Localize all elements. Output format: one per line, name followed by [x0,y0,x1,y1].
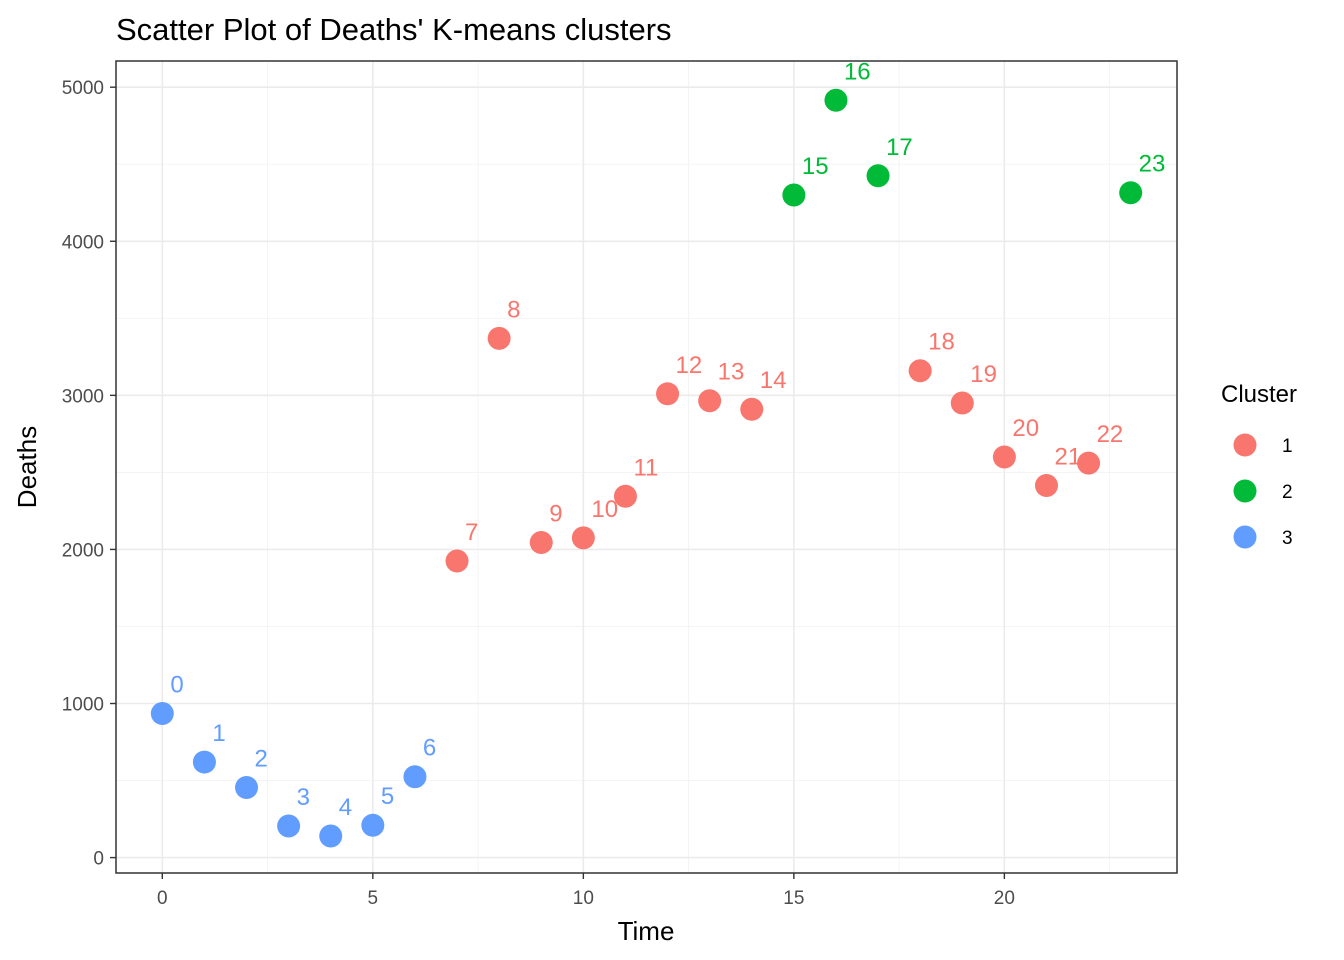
legend-label: 1 [1282,436,1293,457]
data-point-label: 7 [465,519,478,546]
x-tick-label: 15 [783,888,804,909]
legend: Cluster 1 2 3 [1221,381,1297,549]
data-point [150,702,174,726]
y-tick-label: 2000 [62,540,104,561]
x-tick-label: 20 [994,888,1015,909]
legend-label: 3 [1282,528,1293,549]
data-point-label: 10 [591,496,618,523]
data-point [403,765,427,789]
x-tick-label: 10 [573,888,594,909]
data-point-label: 6 [423,735,436,762]
x-tick-label: 0 [157,888,168,909]
legend-label: 2 [1282,482,1293,503]
data-point-label: 8 [507,296,520,323]
grid-major [116,61,1177,873]
data-point [192,750,216,774]
data-point [1077,451,1101,475]
legend-key [1233,479,1257,503]
legend-key [1233,433,1257,457]
panel-border [115,60,1178,874]
data-point [487,326,511,350]
y-axis: 0 1000 2000 3000 4000 5000 [62,78,116,870]
x-axis-title: Time [618,916,675,946]
data-point-label: 21 [1054,443,1081,470]
data-point-label: 1 [212,720,225,747]
x-axis: 0 5 10 15 20 [157,873,1015,909]
data-point-label: 12 [676,352,703,379]
y-tick-label: 5000 [62,78,104,99]
data-point [235,775,259,799]
data-point-label: 23 [1139,151,1166,178]
x-tick-label: 5 [368,888,379,909]
data-point [1034,473,1058,497]
data-point [1119,181,1143,205]
legend-title: Cluster [1221,381,1297,408]
y-tick-label: 0 [93,849,104,870]
data-point [445,549,469,573]
data-point-label: 11 [633,454,658,481]
data-point [950,391,974,415]
data-point-label: 9 [549,500,562,527]
data-point [698,389,722,413]
y-axis-title: Deaths [12,426,42,508]
data-point-label: 20 [1012,415,1039,442]
legend-key [1233,525,1257,549]
data-point [740,397,764,421]
data-point-label: 18 [928,329,955,356]
y-tick-label: 3000 [62,386,104,407]
data-point-label: 19 [970,361,997,388]
y-tick-label: 4000 [62,232,104,253]
data-point-label: 2 [255,745,268,772]
data-point [277,814,301,838]
grid-minor [116,61,1177,873]
data-point-label: 3 [297,784,310,811]
data-point-label: 16 [844,58,871,85]
chart-title: Scatter Plot of Deaths' K-means clusters [116,12,672,47]
y-tick-label: 1000 [62,695,104,716]
data-point-label: 4 [339,794,352,821]
data-point-label: 14 [760,367,787,394]
data-point [656,382,680,406]
data-point-label: 0 [170,672,183,699]
data-point [866,164,890,188]
data-point [908,359,932,383]
data-point-label: 15 [802,153,829,180]
data-point [529,530,553,554]
data-point [319,824,343,848]
data-point [361,813,385,837]
data-point [824,88,848,112]
data-point-label: 5 [381,783,394,810]
data-point-label: 22 [1097,421,1124,448]
data-point [613,484,637,508]
data-point [782,183,806,207]
legend-entries: 1 2 3 [1233,433,1293,549]
data-point-label: 13 [718,359,745,386]
points-layer [150,88,1143,848]
data-point-label: 17 [886,134,913,161]
data-point [992,445,1016,469]
data-point [571,526,595,550]
